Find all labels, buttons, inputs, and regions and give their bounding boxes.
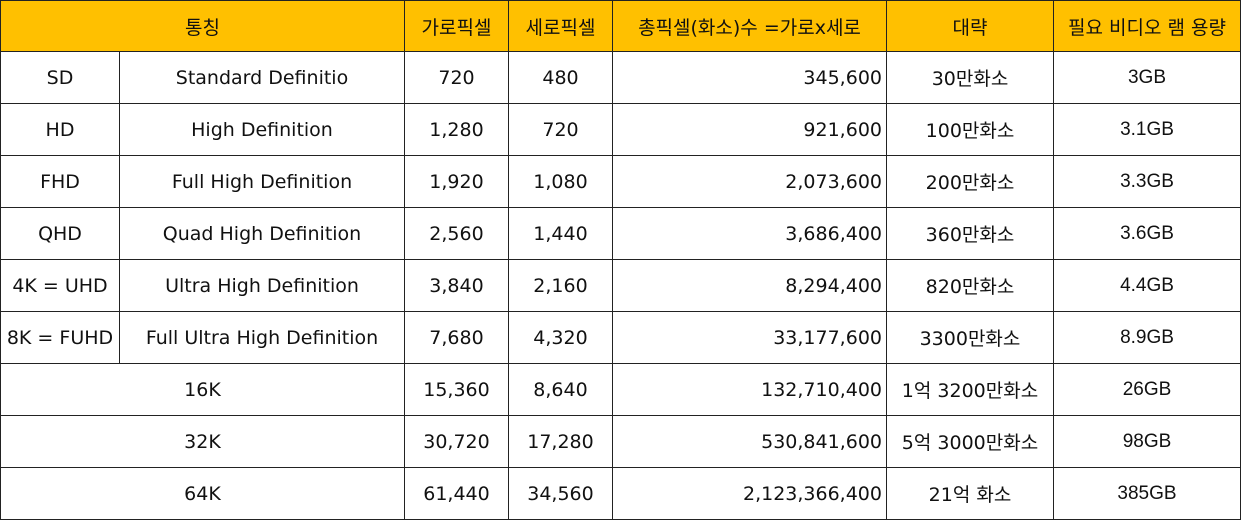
table-row: 16K 15,360 8,640 132,710,400 1억 3200만화소 … bbox=[0, 363, 1241, 416]
cell-approx: 200만화소 bbox=[886, 155, 1054, 208]
cell-name: 32K bbox=[0, 415, 405, 468]
cell-ram: 3.1GB bbox=[1053, 103, 1241, 156]
header-approx: 대략 bbox=[886, 0, 1054, 52]
cell-approx: 360만화소 bbox=[886, 207, 1054, 260]
cell-height: 1,080 bbox=[508, 155, 613, 208]
cell-total: 345,600 bbox=[612, 51, 887, 104]
cell-approx: 820만화소 bbox=[886, 259, 1054, 312]
cell-width: 2,560 bbox=[404, 207, 509, 260]
cell-width: 3,840 bbox=[404, 259, 509, 312]
cell-width: 1,280 bbox=[404, 103, 509, 156]
table-row: 8K = FUHD Full Ultra High Definition 7,6… bbox=[0, 311, 1241, 364]
cell-total: 921,600 bbox=[612, 103, 887, 156]
cell-full-name: Quad High Definition bbox=[119, 207, 405, 260]
cell-width: 1,920 bbox=[404, 155, 509, 208]
cell-ram: 3.3GB bbox=[1053, 155, 1241, 208]
cell-full-name: Ultra High Definition bbox=[119, 259, 405, 312]
cell-full-name: High Definition bbox=[119, 103, 405, 156]
cell-approx: 1억 3200만화소 bbox=[886, 363, 1054, 416]
cell-abbr: 4K = UHD bbox=[0, 259, 120, 312]
header-width: 가로픽셀 bbox=[404, 0, 509, 52]
cell-ram: 98GB bbox=[1053, 415, 1241, 468]
table-row: FHD Full High Definition 1,920 1,080 2,0… bbox=[0, 155, 1241, 208]
cell-height: 2,160 bbox=[508, 259, 613, 312]
cell-ram: 8.9GB bbox=[1053, 311, 1241, 364]
table-row: 4K = UHD Ultra High Definition 3,840 2,1… bbox=[0, 259, 1241, 312]
cell-height: 8,640 bbox=[508, 363, 613, 416]
cell-abbr: FHD bbox=[0, 155, 120, 208]
cell-full-name: Standard Definitio bbox=[119, 51, 405, 104]
cell-total: 33,177,600 bbox=[612, 311, 887, 364]
cell-height: 1,440 bbox=[508, 207, 613, 260]
cell-ram: 3.6GB bbox=[1053, 207, 1241, 260]
header-ram: 필요 비디오 램 용량 bbox=[1053, 0, 1241, 52]
header-height: 세로픽셀 bbox=[508, 0, 613, 52]
cell-abbr: HD bbox=[0, 103, 120, 156]
table-row: QHD Quad High Definition 2,560 1,440 3,6… bbox=[0, 207, 1241, 260]
cell-ram: 385GB bbox=[1053, 467, 1241, 520]
cell-total: 3,686,400 bbox=[612, 207, 887, 260]
cell-total: 2,123,366,400 bbox=[612, 467, 887, 520]
cell-height: 480 bbox=[508, 51, 613, 104]
cell-width: 30,720 bbox=[404, 415, 509, 468]
cell-approx: 21억 화소 bbox=[886, 467, 1054, 520]
header-name: 통칭 bbox=[0, 0, 405, 52]
cell-width: 15,360 bbox=[404, 363, 509, 416]
cell-approx: 100만화소 bbox=[886, 103, 1054, 156]
table-row: 32K 30,720 17,280 530,841,600 5억 3000만화소… bbox=[0, 415, 1241, 468]
cell-abbr: 8K = FUHD bbox=[0, 311, 120, 364]
cell-ram: 26GB bbox=[1053, 363, 1241, 416]
cell-height: 720 bbox=[508, 103, 613, 156]
cell-total: 2,073,600 bbox=[612, 155, 887, 208]
cell-abbr: SD bbox=[0, 51, 120, 104]
cell-full-name: Full Ultra High Definition bbox=[119, 311, 405, 364]
header-row: 통칭 가로픽셀 세로픽셀 총픽셀(화소)수 =가로x세로 대략 필요 비디오 램… bbox=[0, 0, 1241, 52]
cell-total: 530,841,600 bbox=[612, 415, 887, 468]
cell-approx: 5억 3000만화소 bbox=[886, 415, 1054, 468]
cell-width: 720 bbox=[404, 51, 509, 104]
cell-approx: 30만화소 bbox=[886, 51, 1054, 104]
table-row: 64K 61,440 34,560 2,123,366,400 21억 화소 3… bbox=[0, 467, 1241, 520]
cell-name: 64K bbox=[0, 467, 405, 520]
header-total: 총픽셀(화소)수 =가로x세로 bbox=[612, 0, 887, 52]
cell-ram: 3GB bbox=[1053, 51, 1241, 104]
cell-height: 34,560 bbox=[508, 467, 613, 520]
cell-total: 132,710,400 bbox=[612, 363, 887, 416]
cell-total: 8,294,400 bbox=[612, 259, 887, 312]
cell-abbr: QHD bbox=[0, 207, 120, 260]
cell-approx: 3300만화소 bbox=[886, 311, 1054, 364]
cell-width: 61,440 bbox=[404, 467, 509, 520]
table-row: HD High Definition 1,280 720 921,600 100… bbox=[0, 103, 1241, 156]
cell-full-name: Full High Definition bbox=[119, 155, 405, 208]
cell-name: 16K bbox=[0, 363, 405, 416]
cell-height: 4,320 bbox=[508, 311, 613, 364]
table-row: SD Standard Definitio 720 480 345,600 30… bbox=[0, 51, 1241, 104]
cell-width: 7,680 bbox=[404, 311, 509, 364]
cell-height: 17,280 bbox=[508, 415, 613, 468]
cell-ram: 4.4GB bbox=[1053, 259, 1241, 312]
